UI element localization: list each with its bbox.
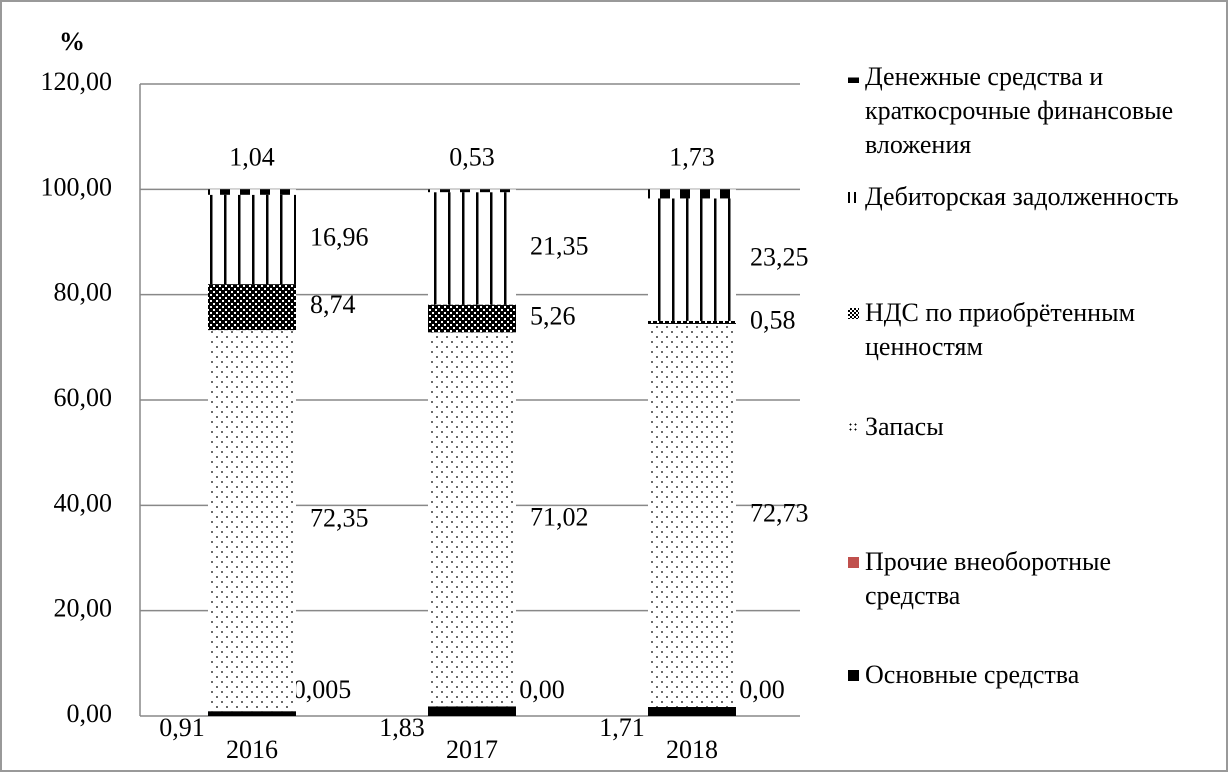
bar-segment bbox=[648, 706, 736, 716]
bar-segment bbox=[428, 189, 516, 193]
y-tick-label: 0,00 bbox=[67, 699, 113, 728]
bar-segment bbox=[208, 189, 296, 195]
bar-segment bbox=[648, 320, 736, 324]
legend-swatch bbox=[848, 557, 859, 568]
x-tick-label: 2016 bbox=[226, 735, 278, 764]
x-tick-label: 2018 bbox=[666, 735, 718, 764]
y-axis-label: % bbox=[59, 27, 85, 56]
bar-segment bbox=[648, 198, 736, 321]
value-label: 0,00 bbox=[739, 675, 785, 704]
legend-label: НДС по приобрётенным ценностям bbox=[865, 298, 1136, 361]
bar-segment bbox=[648, 189, 736, 199]
legend-label: Дебиторская задолженность bbox=[865, 182, 1179, 211]
legend-label: Прочие внеоборотные средства bbox=[865, 547, 1112, 610]
value-label: 23,25 bbox=[750, 243, 809, 272]
bar-segment bbox=[428, 332, 516, 707]
bar-segment bbox=[208, 284, 296, 331]
legend-item: Дебиторская задолженность bbox=[848, 180, 1188, 214]
value-label: 0,00 bbox=[519, 675, 565, 704]
value-label: 21,35 bbox=[530, 231, 589, 260]
bar-segment bbox=[648, 323, 736, 707]
x-tick-label: 2017 bbox=[446, 735, 498, 764]
y-tick-label: 20,00 bbox=[54, 594, 113, 623]
bar-segment bbox=[208, 711, 296, 716]
bar-segment bbox=[208, 194, 296, 285]
value-label: 1,04 bbox=[229, 142, 275, 171]
legend-item: Прочие внеоборотные средства bbox=[848, 545, 1188, 613]
y-tick-label: 40,00 bbox=[54, 488, 113, 517]
y-tick-label: 60,00 bbox=[54, 383, 113, 412]
y-tick-label: 80,00 bbox=[54, 278, 113, 307]
value-label: 0,53 bbox=[449, 142, 495, 171]
legend-item: НДС по приобрётенным ценностям bbox=[848, 296, 1188, 364]
legend-swatch bbox=[848, 670, 859, 681]
legend-swatch bbox=[848, 308, 859, 319]
value-label: 0,58 bbox=[750, 305, 796, 334]
value-label: 0,91 bbox=[159, 713, 205, 742]
legend-label: Основные средства bbox=[865, 660, 1080, 689]
value-label: 71,02 bbox=[530, 502, 589, 531]
bar-segment bbox=[428, 304, 516, 333]
y-tick-label: 120,00 bbox=[41, 67, 113, 96]
legend-swatch bbox=[848, 72, 859, 83]
legend-label: Денежные средства и краткосрочные финанс… bbox=[865, 62, 1174, 159]
value-label: 5,26 bbox=[530, 301, 576, 330]
value-label: 72,35 bbox=[310, 504, 369, 533]
bar-segment bbox=[428, 192, 516, 305]
value-label: 72,73 bbox=[750, 498, 809, 527]
legend-item: Денежные средства и краткосрочные финанс… bbox=[848, 60, 1188, 162]
value-label: 1,73 bbox=[669, 142, 715, 171]
value-label: 0,005 bbox=[293, 675, 352, 704]
legend-item: Основные средства bbox=[848, 658, 1188, 692]
legend-swatch bbox=[848, 422, 859, 433]
value-label: 1,83 bbox=[379, 713, 425, 742]
value-label: 16,96 bbox=[310, 222, 369, 251]
bar-segment bbox=[428, 706, 516, 716]
bar-segment bbox=[208, 330, 296, 712]
legend-label: Запасы bbox=[865, 412, 944, 441]
value-label: 8,74 bbox=[310, 290, 356, 319]
value-label: 1,71 bbox=[599, 713, 645, 742]
legend-item: Запасы bbox=[848, 410, 1188, 444]
y-tick-label: 100,00 bbox=[41, 172, 113, 201]
legend-swatch bbox=[848, 192, 859, 203]
